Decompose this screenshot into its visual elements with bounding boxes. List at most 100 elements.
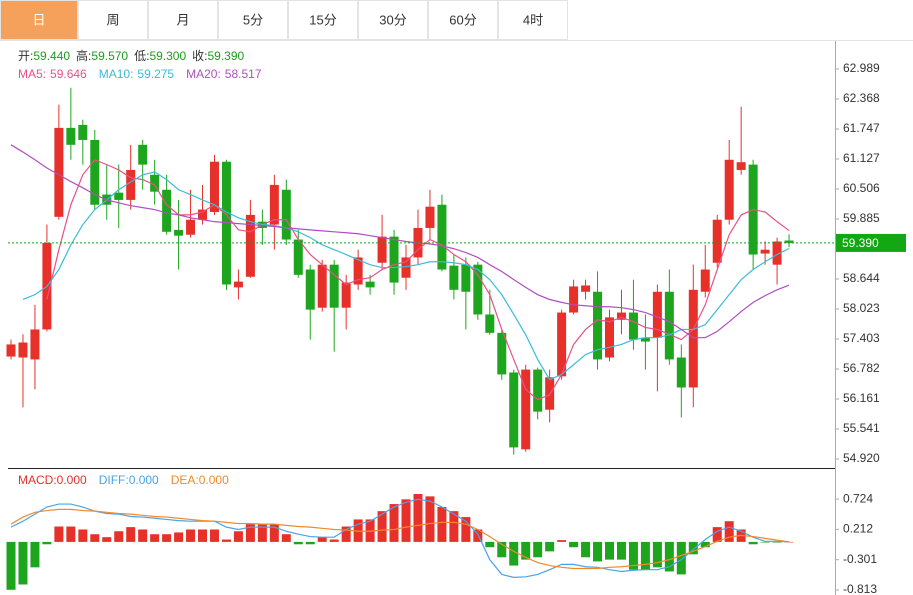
candle-body — [736, 162, 746, 170]
candle-body — [605, 317, 614, 358]
candle-body — [138, 144, 148, 165]
macd-bar — [449, 511, 459, 542]
tab-button[interactable] — [358, 0, 428, 40]
ohlc-name: 收: — [192, 49, 207, 63]
macd-bar — [293, 541, 303, 545]
y-tick-label: 59.885 — [843, 211, 880, 225]
macd-bar — [233, 531, 243, 542]
candle-body — [341, 282, 351, 308]
macd-bar — [509, 541, 519, 566]
ma-legend: MA5: 59.646 MA10: 59.275 MA20: 58.517 — [18, 67, 262, 81]
candle-body — [616, 312, 626, 320]
tab[interactable]: 周 — [78, 0, 148, 40]
legend-name: MACD: — [18, 473, 57, 487]
macd-bar — [377, 511, 387, 542]
macd-bar — [257, 524, 267, 542]
candle-body — [569, 286, 579, 313]
tab-button[interactable] — [148, 0, 218, 40]
macd-bar — [138, 529, 148, 542]
y-tick-label: 61.127 — [843, 151, 880, 165]
legend-value: 0.000 — [129, 473, 159, 487]
ohlc-value: 59.390 — [207, 49, 244, 63]
ma-line — [46, 159, 790, 401]
macd-bar — [700, 541, 710, 548]
candle-body — [652, 291, 662, 338]
macd-bar — [269, 524, 279, 542]
candle-body — [533, 369, 543, 412]
legend-value: 58.517 — [225, 67, 262, 81]
tab-label[interactable]: 4时 — [523, 12, 543, 27]
tab[interactable]: 15分 — [288, 0, 358, 40]
tab-label[interactable]: 30分 — [379, 12, 406, 27]
macd-bar — [748, 541, 758, 545]
candle-body — [305, 269, 315, 310]
macd-line — [10, 498, 790, 578]
candle-body — [186, 219, 196, 235]
macd-bar — [676, 541, 686, 575]
macd-bar — [42, 541, 52, 545]
candle-body — [198, 209, 208, 220]
macd-bar — [162, 534, 172, 542]
candle-body — [6, 344, 16, 357]
tab[interactable]: 30分 — [358, 0, 428, 40]
macd-bar — [329, 539, 339, 542]
candle-body — [521, 369, 531, 450]
macd-bar — [772, 541, 782, 543]
ohlc-value: 59.570 — [91, 49, 128, 63]
tab-button[interactable] — [288, 0, 358, 40]
tab[interactable]: 日 — [0, 0, 78, 40]
y-tick-label: -0.301 — [843, 552, 877, 566]
candle-body — [545, 377, 555, 410]
macd-bar — [724, 521, 734, 542]
candle-body — [712, 219, 722, 263]
tab[interactable]: 4时 — [498, 0, 568, 40]
candle-body — [114, 192, 124, 200]
candle-body — [772, 241, 782, 265]
ohlc-name: 开: — [18, 49, 33, 63]
macd-bar — [66, 526, 76, 542]
candle-body — [485, 314, 495, 333]
plot: 62.989 62.368 61.747 61.127 60.506 59.885 58.6… — [6, 48, 906, 595]
macd-bar — [616, 541, 626, 560]
tab-button[interactable] — [78, 0, 148, 40]
legend-name: MA20: — [186, 67, 221, 81]
y-tick-label: 58.023 — [843, 301, 880, 315]
legend-name: DEA: — [171, 473, 199, 487]
legend-name: DIFF: — [99, 473, 129, 487]
macd-bar — [640, 541, 650, 570]
tab-button[interactable] — [428, 0, 498, 40]
candle-body — [557, 312, 567, 377]
tab-button[interactable] — [498, 0, 568, 40]
legend-value: 59.275 — [137, 67, 174, 81]
tab-label[interactable]: 5分 — [243, 12, 263, 27]
candle-body — [437, 204, 447, 270]
tab-label[interactable]: 15分 — [309, 12, 336, 27]
macd-bar — [174, 532, 184, 542]
macd-bar — [605, 541, 614, 560]
y-tick-label: 62.989 — [843, 61, 880, 75]
tab-label[interactable]: 日 — [32, 12, 45, 27]
macd-bar — [593, 541, 603, 562]
tab-label[interactable]: 周 — [106, 12, 119, 27]
macd-bar — [78, 529, 88, 542]
candle-body — [449, 265, 459, 290]
tab[interactable]: 5分 — [218, 0, 288, 40]
tab-label[interactable]: 月 — [176, 12, 189, 27]
macd-bar — [30, 541, 40, 568]
tab-button[interactable] — [218, 0, 288, 40]
candle-body — [724, 159, 734, 220]
tab[interactable]: 60分 — [428, 0, 498, 40]
ohlc-header: 开:59.440 高:59.570 低:59.300 收:59.390 — [18, 48, 245, 63]
candle-body — [162, 189, 172, 232]
macd-bar — [533, 541, 543, 558]
candle-body — [66, 127, 76, 145]
macd-bar — [497, 541, 507, 558]
tab[interactable]: 月 — [148, 0, 218, 40]
tab-label[interactable]: 60分 — [449, 12, 476, 27]
candle-body — [700, 269, 710, 292]
macd-bar — [569, 541, 579, 548]
macd-line — [10, 508, 790, 570]
candle-body — [664, 291, 674, 360]
tab-button[interactable] — [0, 0, 78, 40]
